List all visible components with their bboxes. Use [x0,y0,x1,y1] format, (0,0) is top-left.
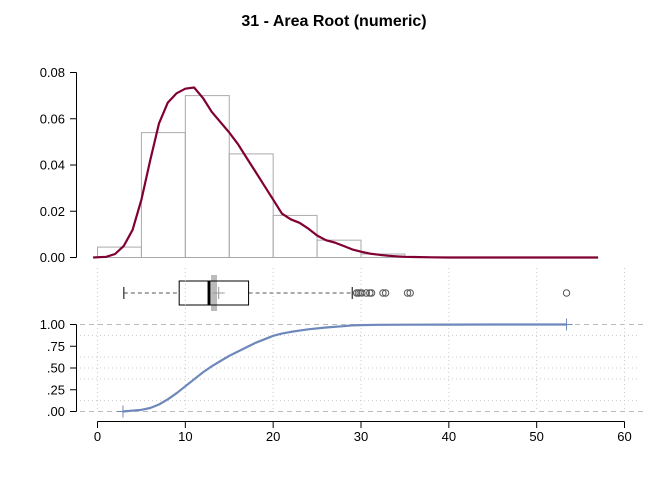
density-curve [93,86,599,259]
x-tick-label: 30 [354,429,368,444]
ecdf-panel: .00 .25 .50 .75 1.00 0 10 20 30 40 50 60 [40,268,645,444]
boxplot-outlier [362,289,370,297]
histogram-bar [316,239,362,258]
histogram-bar [228,153,274,258]
histogram-bar [184,95,230,258]
x-tick-label: 40 [442,429,456,444]
x-tick-label: 50 [529,429,543,444]
histogram-y-tick-label: 0.06 [40,111,65,126]
boxplot-panel [123,275,571,311]
ecdf-y-tick-label: .25 [47,382,65,397]
ecdf-y-tick-label: .00 [47,404,65,419]
histogram-y-tick-label: 0.04 [40,158,65,173]
x-tick-label: 60 [617,429,631,444]
ecdf-y-tick-label: .50 [47,361,65,376]
boxplot-outlier [358,289,366,297]
ecdf-curve [122,323,567,413]
boxplot-outlier [403,289,412,297]
x-tick-label: 0 [94,429,101,444]
histogram-panel: 0.00 0.02 0.04 0.06 0.08 [40,65,599,265]
boxplot-outlier [379,289,387,297]
histogram-y-tick-label: 0.02 [40,204,65,219]
boxplot-outlier [406,289,414,297]
x-tick-label: 10 [178,429,192,444]
histogram-y-tick-label: 0.00 [40,250,65,265]
boxplot-box [178,280,250,306]
boxplot-outlier [562,289,571,297]
x-tick-label: 20 [266,429,280,444]
boxplot-outlier [367,289,376,297]
histogram-y-tick-label: 0.08 [40,65,65,80]
ecdf-y-tick-label: .75 [47,339,65,354]
ecdf-y-tick-label: 1.00 [40,317,65,332]
boxplot-outlier [381,289,390,297]
chart-title: 31 - Area Root (numeric) [241,13,426,30]
histogram-bar [140,132,186,258]
